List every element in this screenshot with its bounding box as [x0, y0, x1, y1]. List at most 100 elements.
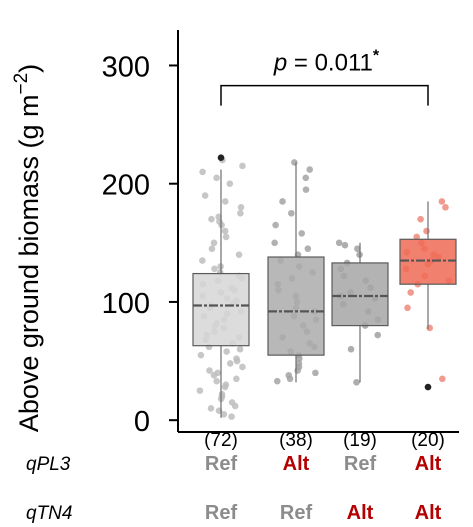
group-2-box: (38) [267, 162, 325, 451]
outlier-point [217, 154, 225, 161]
data-point [295, 360, 303, 367]
data-point [312, 369, 319, 377]
data-point [201, 192, 209, 199]
data-point [226, 180, 234, 188]
data-point [199, 257, 206, 264]
genotype-value: Ref [205, 502, 238, 524]
data-point [223, 348, 230, 355]
p-symbol: p [273, 50, 287, 77]
data-point [442, 204, 449, 211]
data-point [210, 239, 218, 247]
data-point [302, 186, 310, 193]
data-point [426, 324, 434, 332]
p-value-label: p = 0.011* [273, 48, 380, 77]
significance-star: * [373, 48, 380, 65]
data-point [354, 245, 361, 253]
y-axis-label-main: Above ground biomass (g m [14, 95, 44, 433]
data-point [271, 239, 278, 247]
y-tick-label: 300 [102, 51, 150, 83]
data-point [285, 371, 293, 379]
genotype-value: Alt [415, 453, 442, 475]
p-value: = 0.011 [287, 50, 373, 77]
outlier-point [424, 383, 432, 391]
genotype-row-label: qTN4 [26, 503, 72, 524]
data-point [237, 209, 244, 217]
data-point [213, 174, 220, 182]
genotype-value: Alt [347, 502, 374, 524]
genotype-value: Ref [344, 453, 377, 475]
data-point [413, 233, 420, 241]
data-point [335, 239, 343, 247]
data-point [279, 198, 286, 205]
data-point [439, 375, 446, 383]
data-point [196, 387, 204, 394]
genotype-row-qPL3: qPL3 Ref Alt Ref Alt [26, 453, 442, 475]
data-point [222, 381, 230, 389]
data-point [206, 367, 213, 374]
y-tick-label: 200 [102, 170, 150, 202]
data-point [228, 413, 235, 420]
data-point [236, 345, 244, 353]
data-point [288, 209, 295, 217]
y-tick-label: 100 [102, 288, 150, 320]
data-point [347, 345, 355, 353]
box [267, 256, 325, 356]
data-point [222, 233, 230, 241]
data-point [233, 375, 240, 383]
data-point [374, 331, 382, 339]
group-3-box: (19) [331, 242, 389, 451]
data-point [220, 410, 228, 418]
data-point [228, 399, 236, 406]
sample-size-label: (20) [411, 430, 445, 451]
sample-size-label: (38) [279, 430, 313, 451]
data-point [218, 390, 226, 398]
sample-size-label: (19) [343, 430, 377, 451]
y-axis-label-superscript: −2 [11, 73, 32, 95]
data-point [404, 304, 411, 312]
data-point [438, 198, 446, 205]
data-point [214, 369, 221, 377]
genotype-row-qTN4: qTN4 Ref Ref Alt Alt [26, 502, 442, 524]
data-point [304, 245, 312, 253]
data-point [233, 355, 240, 362]
genotype-value: Ref [280, 502, 313, 524]
data-point [298, 230, 306, 237]
data-point [423, 227, 430, 235]
data-point [239, 363, 246, 371]
svg-text:Above ground biomass (g m−2): Above ground biomass (g m−2) [11, 64, 44, 432]
group-4-box: (20) [399, 201, 457, 451]
genotype-row-label: qPL3 [26, 454, 71, 475]
data-point [302, 174, 310, 182]
y-axis-label: Above ground biomass (g m−2) [11, 64, 44, 432]
box [192, 272, 250, 347]
data-point [353, 379, 360, 386]
data-point [208, 215, 215, 223]
data-point [208, 245, 216, 253]
genotype-value: Alt [283, 453, 310, 475]
data-point [306, 166, 314, 173]
data-point [273, 377, 281, 385]
data-point [197, 351, 205, 359]
data-point [235, 251, 243, 258]
data-point [239, 162, 246, 170]
box [399, 238, 457, 285]
group-1-box: (72) [192, 154, 250, 451]
data-point [226, 360, 234, 367]
data-point [341, 241, 349, 249]
data-point [417, 215, 424, 223]
data-point [213, 377, 220, 385]
sample-size-label: (72) [204, 430, 238, 451]
y-axis-label-close: ) [14, 64, 44, 73]
genotype-value: Alt [415, 502, 442, 524]
data-point [407, 289, 415, 296]
genotype-value: Ref [205, 453, 238, 475]
data-point [216, 218, 223, 225]
data-point [199, 168, 206, 176]
data-point [237, 204, 245, 211]
significance-bracket [220, 84, 429, 106]
y-tick-label: 0 [134, 406, 150, 438]
box [331, 262, 389, 327]
data-point [272, 221, 279, 229]
data-point [221, 198, 229, 205]
